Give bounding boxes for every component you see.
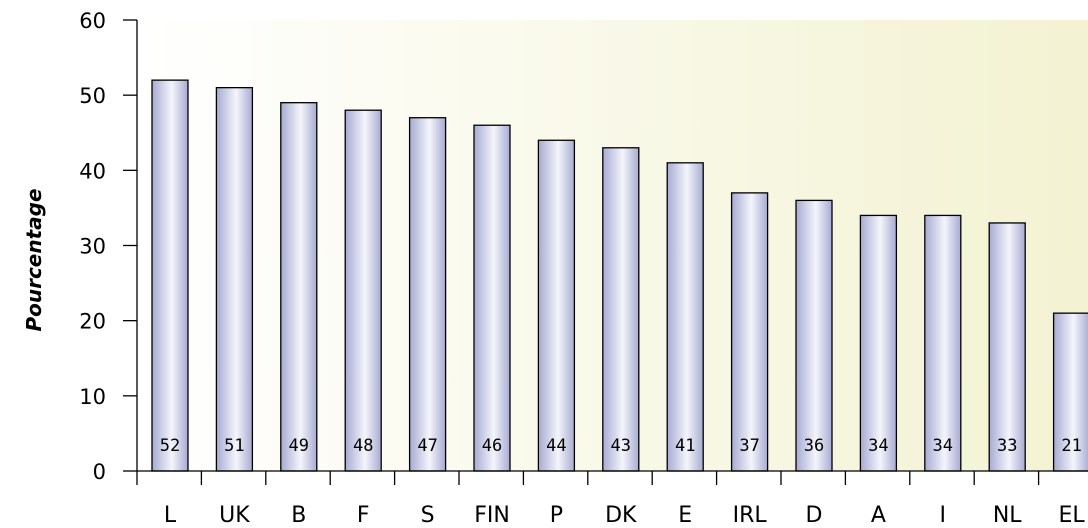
data-label: 52: [160, 436, 180, 456]
data-label: 21: [1061, 436, 1081, 456]
bar-s: [408, 117, 447, 472]
data-label: 47: [417, 436, 437, 456]
data-label: 33: [997, 436, 1017, 456]
data-label: 37: [739, 436, 759, 456]
data-label: 43: [611, 436, 631, 456]
data-label: 48: [353, 436, 373, 456]
x-tick-label: FIN: [474, 503, 510, 528]
data-label: 36: [804, 436, 824, 456]
x-tick-label: A: [871, 503, 886, 528]
bar-i: [924, 214, 962, 472]
x-tick-label: DK: [605, 503, 637, 528]
y-tick-label: 30: [79, 235, 106, 259]
bar-el: [1052, 312, 1088, 472]
x-tick-label: S: [421, 503, 435, 528]
x-tick-label: D: [806, 503, 823, 528]
x-tick-label: EL: [1059, 503, 1086, 528]
axes-layer: L UK B F S FIN P DK E IRL D A I NL EL 0 10 20 30 40 50 60: [79, 9, 1088, 528]
y-tick-label: 60: [79, 9, 106, 33]
y-tick-label: 50: [79, 84, 106, 108]
x-tick-label: IRL: [733, 503, 768, 528]
bar-nl: [988, 222, 1026, 472]
bar-l: [151, 79, 189, 472]
y-axis-label: Pourcentage: [22, 188, 46, 331]
bar-e: [666, 162, 704, 472]
data-label: 46: [482, 436, 502, 456]
bar-f: [344, 109, 382, 472]
data-label: 44: [546, 436, 566, 456]
bar-fin: [473, 124, 511, 472]
bar-uk: [215, 87, 254, 472]
y-tick-label: 0: [93, 460, 106, 484]
x-tick-label: L: [164, 503, 177, 528]
data-label: 49: [289, 436, 309, 456]
bar-irl: [730, 192, 769, 472]
bar-p: [537, 139, 576, 472]
bar-b: [280, 102, 318, 472]
x-tick-label: P: [550, 503, 563, 528]
x-tick-label: UK: [219, 503, 250, 528]
bar-d: [795, 199, 833, 472]
y-tick-label: 40: [79, 159, 106, 183]
data-label: 41: [675, 436, 695, 456]
bar-a: [859, 214, 898, 472]
x-tick-label: F: [357, 503, 370, 528]
data-label: 34: [933, 436, 953, 456]
y-tick-label: 20: [79, 310, 106, 334]
x-tick-label: NL: [993, 503, 1022, 528]
x-tick-label: B: [291, 503, 306, 528]
data-label: 34: [868, 436, 888, 456]
bar-dk: [602, 147, 640, 472]
data-label: 51: [224, 436, 244, 456]
x-tick-label: E: [678, 503, 692, 528]
x-tick-label: I: [940, 503, 947, 528]
y-tick-label: 10: [79, 385, 106, 409]
bars-layer: 52 51 49 48 47 46 44 43 41 37 36 34 34 33 21: [151, 79, 1088, 472]
